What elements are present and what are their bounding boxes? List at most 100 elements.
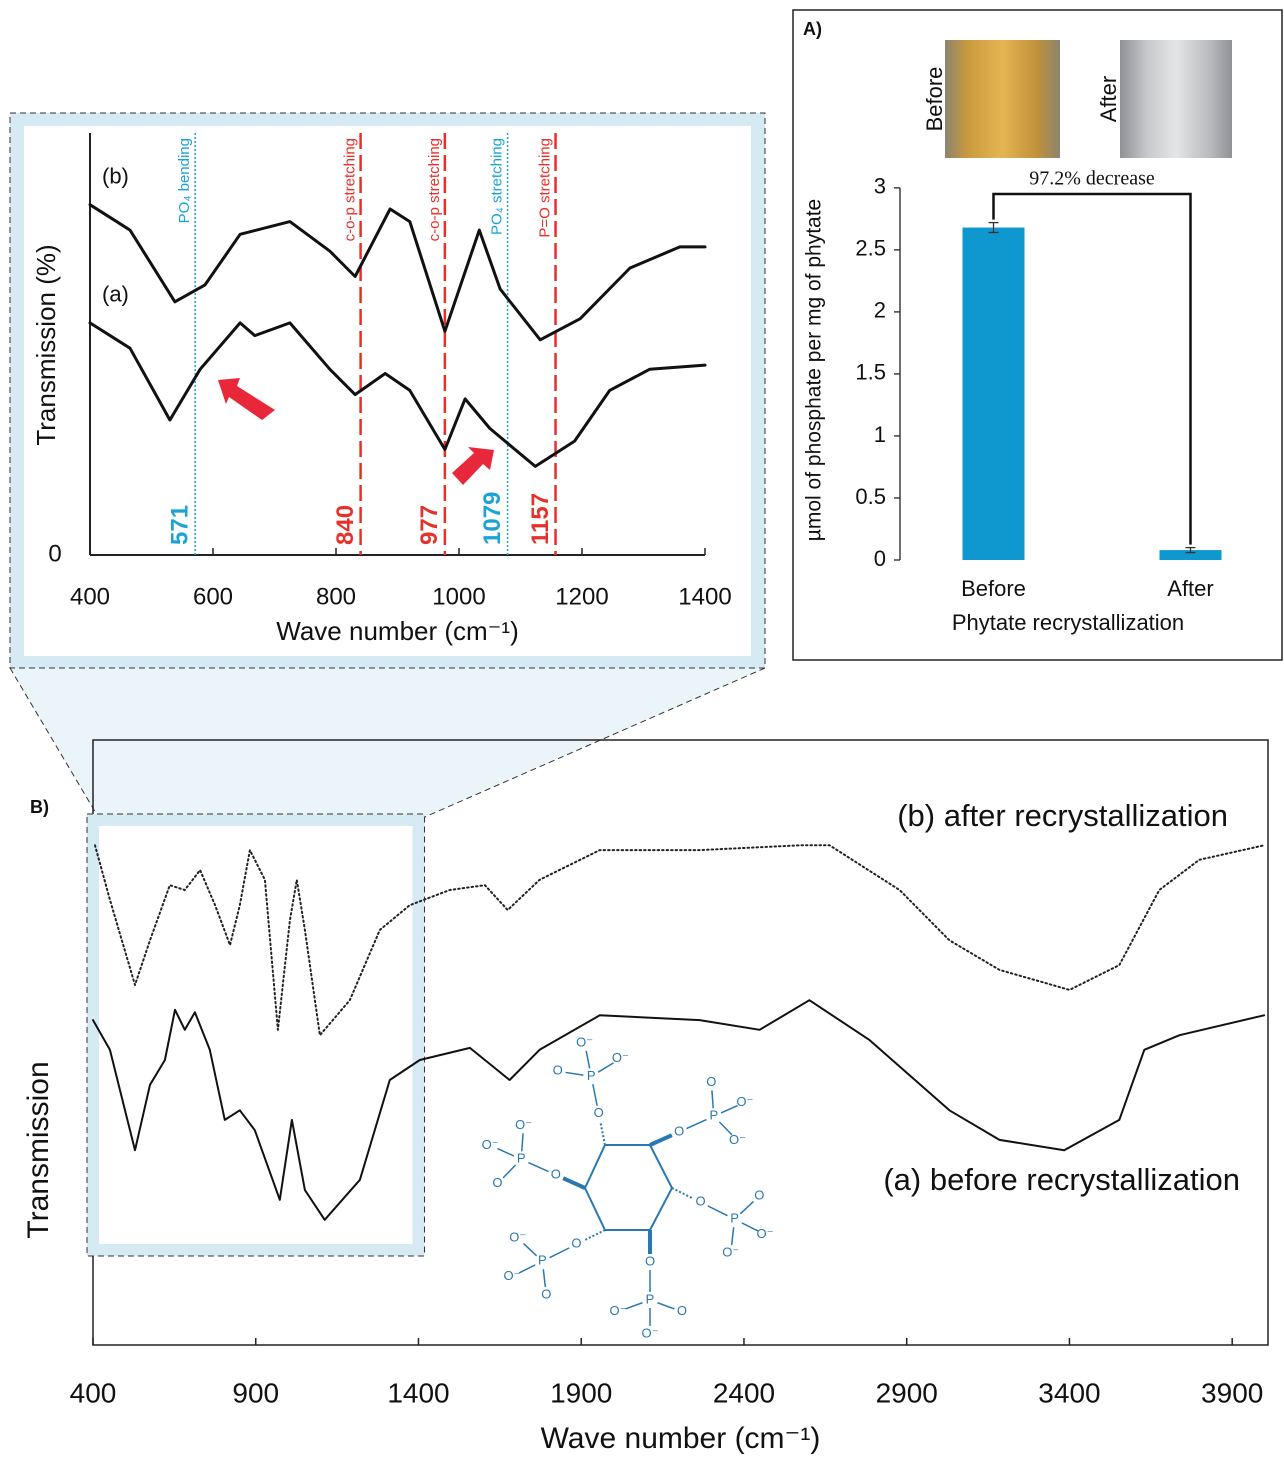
bond bbox=[712, 1090, 713, 1108]
marker-note: c-o-p stretching bbox=[342, 138, 359, 241]
atom-label: O⁻ bbox=[642, 1325, 659, 1340]
atom-label: O⁻ bbox=[576, 1034, 593, 1049]
atom-label: O bbox=[551, 1166, 561, 1181]
atom-label: O bbox=[645, 1253, 655, 1268]
zoom-connector bbox=[10, 668, 765, 820]
bond bbox=[672, 1188, 693, 1199]
atom-label: P bbox=[538, 1253, 547, 1268]
bond bbox=[732, 1227, 734, 1245]
marker-value: 840 bbox=[332, 505, 359, 545]
panel-title: B) bbox=[30, 797, 49, 817]
bond bbox=[593, 1084, 597, 1106]
page: {"chart_data": [ {"type": "bar", "title"… bbox=[0, 0, 1284, 1460]
y-tick-label: 0.5 bbox=[855, 484, 886, 509]
y-axis-label: Transmission bbox=[22, 1061, 55, 1238]
bond bbox=[503, 1165, 516, 1178]
marker-value: 571 bbox=[167, 505, 194, 545]
y-tick-label: 1.5 bbox=[855, 360, 886, 385]
bond bbox=[650, 1135, 672, 1145]
marker-note: P=O stretching bbox=[537, 138, 554, 238]
atom-label: O⁻ bbox=[509, 1229, 526, 1244]
marker-value: 977 bbox=[416, 505, 443, 545]
bond bbox=[497, 1149, 513, 1156]
atom-label: P bbox=[517, 1151, 526, 1166]
series-label: (b) bbox=[102, 164, 129, 189]
x-tick-label: 400 bbox=[70, 1377, 117, 1408]
atom-label: O⁻ bbox=[722, 1245, 739, 1260]
atom-label: O bbox=[706, 1074, 716, 1089]
figure: OPOO⁻O⁻OPOO⁻O⁻OPOO⁻O⁻OPOO⁻O⁻OPOO⁻O⁻OPOO⁻… bbox=[0, 0, 1284, 1460]
atom-label: O bbox=[696, 1194, 706, 1209]
atom-label: O bbox=[553, 1063, 563, 1078]
x-tick-label: 600 bbox=[193, 583, 233, 610]
atom-label: O⁻ bbox=[612, 1050, 629, 1065]
series-label: (a) before recrystallization bbox=[883, 1162, 1240, 1197]
phytate-structure: OPOO⁻O⁻OPOO⁻O⁻OPOO⁻O⁻OPOO⁻O⁻OPOO⁻O⁻OPOO⁻… bbox=[482, 1034, 774, 1340]
atom-label: O bbox=[754, 1187, 764, 1202]
bond bbox=[550, 1248, 570, 1258]
x-tick-label: 800 bbox=[316, 583, 356, 610]
y-tick-label: 0 bbox=[874, 546, 886, 571]
marker-value: 1079 bbox=[479, 492, 506, 545]
x-tick-label: 3400 bbox=[1038, 1377, 1100, 1408]
inset-background bbox=[24, 126, 751, 656]
bond bbox=[586, 1051, 590, 1069]
photo-label: After bbox=[1096, 76, 1121, 122]
y-tick-label: 0 bbox=[48, 540, 61, 567]
x-tick-label: 1200 bbox=[555, 583, 608, 610]
ring bbox=[585, 1145, 672, 1230]
atom-label: O bbox=[571, 1236, 581, 1251]
atom-label: P bbox=[646, 1291, 655, 1306]
atom-label: O bbox=[541, 1287, 551, 1302]
photo-label: Before bbox=[922, 67, 947, 132]
series-label: (b) after recrystallization bbox=[897, 798, 1228, 833]
marker-note: PO₄ stretching bbox=[489, 138, 506, 235]
y-tick-label: 3 bbox=[874, 174, 886, 199]
bond bbox=[563, 1178, 585, 1188]
x-axis-label: Wave number (cm⁻¹) bbox=[276, 616, 518, 646]
marker-note: c-o-p stretching bbox=[426, 138, 443, 241]
x-tick-label: 3900 bbox=[1201, 1377, 1263, 1408]
x-tick-label: 1000 bbox=[432, 583, 485, 610]
atom-label: O bbox=[674, 1123, 684, 1138]
bond bbox=[584, 1230, 605, 1241]
bond bbox=[686, 1120, 706, 1129]
atom-label: P bbox=[709, 1108, 718, 1123]
x-tick-label: 900 bbox=[232, 1377, 279, 1408]
x-tick-label: Before bbox=[961, 576, 1026, 601]
y-tick-label: 1 bbox=[874, 422, 886, 447]
x-axis-label: Phytate recrystallization bbox=[952, 610, 1184, 635]
photo-after bbox=[1120, 40, 1232, 158]
bond bbox=[543, 1269, 545, 1287]
atom-label: O bbox=[594, 1105, 604, 1120]
bond bbox=[626, 1303, 643, 1309]
bond bbox=[721, 1106, 737, 1113]
atom-label: O⁻ bbox=[515, 1117, 532, 1132]
x-axis-label: Wave number (cm⁻¹) bbox=[541, 1422, 821, 1455]
x-tick-label: After bbox=[1167, 576, 1213, 601]
atom-label: O⁻ bbox=[610, 1303, 627, 1318]
bond bbox=[519, 1265, 535, 1273]
annotation: 97.2% decrease bbox=[1029, 168, 1155, 190]
zoom-region-border bbox=[87, 814, 424, 1256]
bond bbox=[522, 1133, 523, 1151]
y-tick-label: 2.5 bbox=[855, 236, 886, 261]
bond bbox=[566, 1072, 584, 1075]
marker-value: 1157 bbox=[527, 493, 554, 545]
atom-label: O⁻ bbox=[482, 1137, 499, 1152]
x-tick-label: 2400 bbox=[713, 1377, 775, 1408]
x-tick-label: 400 bbox=[70, 583, 110, 610]
atom-label: O⁻ bbox=[503, 1268, 520, 1283]
x-tick-label: 2900 bbox=[876, 1377, 938, 1408]
atom-label: P bbox=[587, 1068, 596, 1083]
bond bbox=[658, 1303, 675, 1309]
bond bbox=[742, 1223, 758, 1231]
atom-label: O⁻ bbox=[736, 1094, 753, 1109]
atom-label: O⁻ bbox=[757, 1226, 774, 1241]
y-axis-label: Transmission (%) bbox=[31, 244, 61, 445]
atom-label: O bbox=[492, 1175, 502, 1190]
atom-label: P bbox=[730, 1211, 739, 1226]
series-line bbox=[95, 845, 1264, 1035]
atom-label: O⁻ bbox=[729, 1132, 746, 1147]
bond bbox=[528, 1163, 548, 1172]
